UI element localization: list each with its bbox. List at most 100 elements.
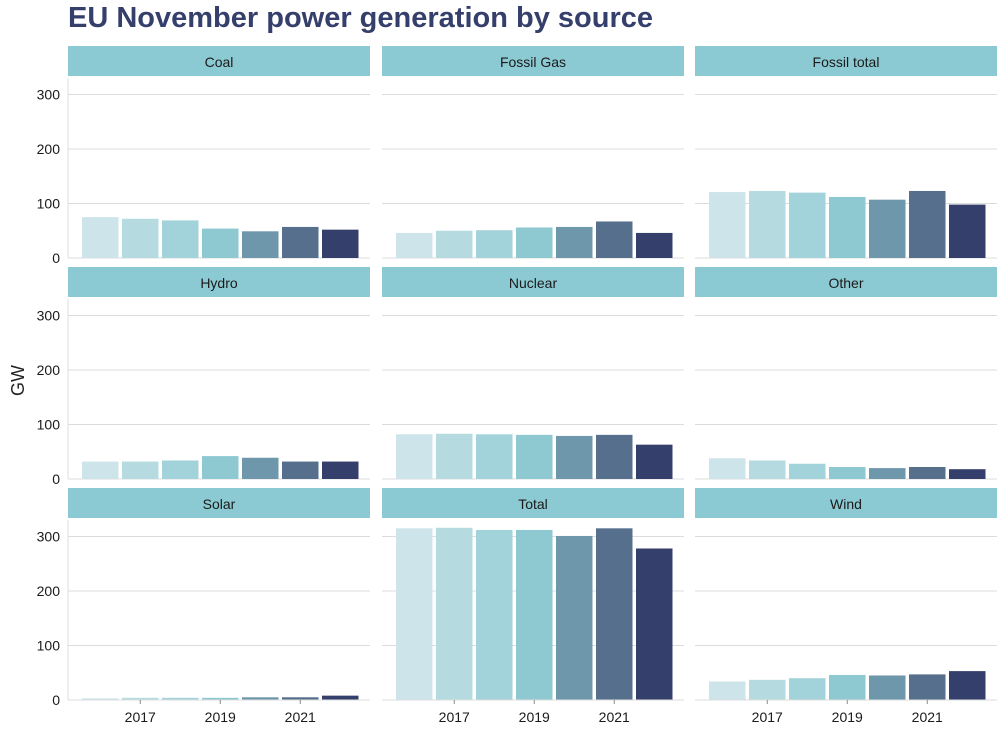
bar — [556, 435, 593, 479]
y-tick-label: 300 — [37, 87, 61, 103]
bar — [556, 226, 593, 258]
bar — [749, 460, 786, 479]
y-tick-label: 200 — [37, 362, 61, 378]
bar — [516, 227, 553, 258]
bar — [556, 535, 593, 700]
bar — [396, 434, 433, 479]
y-tick-label: 200 — [37, 141, 61, 157]
x-tick-label: 2019 — [519, 709, 550, 725]
bar — [949, 469, 986, 479]
facet-strip — [68, 488, 370, 518]
bar — [82, 461, 119, 479]
y-tick-label: 300 — [37, 529, 61, 545]
bar — [909, 190, 946, 258]
x-tick-label: 2019 — [832, 709, 863, 725]
bar — [596, 434, 633, 479]
x-tick-label: 2021 — [599, 709, 630, 725]
bar — [789, 463, 826, 479]
bar — [322, 695, 359, 700]
bar — [242, 231, 279, 258]
facet-label: Nuclear — [509, 275, 558, 291]
bar — [789, 192, 826, 258]
y-tick-label: 0 — [52, 471, 60, 487]
bar — [282, 226, 319, 258]
facet-label: Wind — [830, 496, 862, 512]
bar — [636, 232, 673, 258]
bar — [282, 461, 319, 479]
y-tick-label: 0 — [52, 692, 60, 708]
facet-label: Coal — [205, 54, 234, 70]
bar — [949, 671, 986, 700]
bar — [749, 190, 786, 258]
facet-strip — [695, 488, 997, 518]
bar — [829, 674, 866, 700]
bar — [909, 467, 946, 479]
y-tick-label: 300 — [37, 308, 61, 324]
bar — [596, 528, 633, 700]
facet-label: Fossil Gas — [500, 54, 566, 70]
facet-label: Other — [828, 275, 863, 291]
facet-label: Fossil total — [813, 54, 880, 70]
bar — [436, 230, 473, 258]
bar — [82, 698, 119, 700]
bar — [242, 697, 279, 700]
bar — [322, 229, 359, 258]
bar — [709, 458, 746, 479]
x-tick-label: 2021 — [912, 709, 943, 725]
bar — [516, 529, 553, 700]
facet-strip — [382, 267, 684, 297]
x-tick-label: 2017 — [752, 709, 783, 725]
bar — [122, 218, 159, 258]
bar — [476, 434, 513, 479]
x-tick-label: 2017 — [439, 709, 470, 725]
bar — [709, 192, 746, 258]
bar — [162, 460, 199, 479]
bar — [162, 220, 199, 258]
y-tick-label: 100 — [37, 638, 61, 654]
bar — [322, 461, 359, 479]
bar — [749, 679, 786, 700]
y-tick-label: 100 — [37, 196, 61, 212]
bar — [282, 697, 319, 700]
y-tick-label: 0 — [52, 250, 60, 266]
x-tick-label: 2021 — [285, 709, 316, 725]
facet-strip — [695, 267, 997, 297]
bar — [396, 232, 433, 258]
bar — [636, 444, 673, 479]
facet-strip — [68, 267, 370, 297]
facet-label: Total — [518, 496, 548, 512]
bar — [122, 461, 159, 479]
bar — [949, 204, 986, 258]
facet-strip — [382, 488, 684, 518]
bar — [202, 697, 239, 700]
bar — [476, 529, 513, 700]
bar — [829, 196, 866, 258]
x-tick-label: 2019 — [205, 709, 236, 725]
bar — [516, 434, 553, 479]
facet-label: Solar — [203, 496, 236, 512]
bar — [162, 697, 199, 700]
bar — [202, 228, 239, 258]
bar — [202, 456, 239, 479]
bar — [789, 678, 826, 700]
bar — [869, 675, 906, 700]
bar — [909, 674, 946, 700]
bar — [636, 548, 673, 700]
x-tick-label: 2017 — [125, 709, 156, 725]
facet-label: Hydro — [200, 275, 238, 291]
bar — [476, 230, 513, 258]
facet-strip — [68, 46, 370, 76]
y-tick-label: 100 — [37, 417, 61, 433]
chart-title: EU November power generation by source — [68, 2, 653, 34]
bar — [82, 217, 119, 258]
bar — [869, 468, 906, 479]
bar — [436, 527, 473, 700]
bar — [122, 697, 159, 700]
bar — [829, 467, 866, 479]
facet-strip — [382, 46, 684, 76]
facet-strip — [695, 46, 997, 76]
bar — [242, 457, 279, 479]
bar — [709, 681, 746, 700]
y-tick-label: 200 — [37, 583, 61, 599]
